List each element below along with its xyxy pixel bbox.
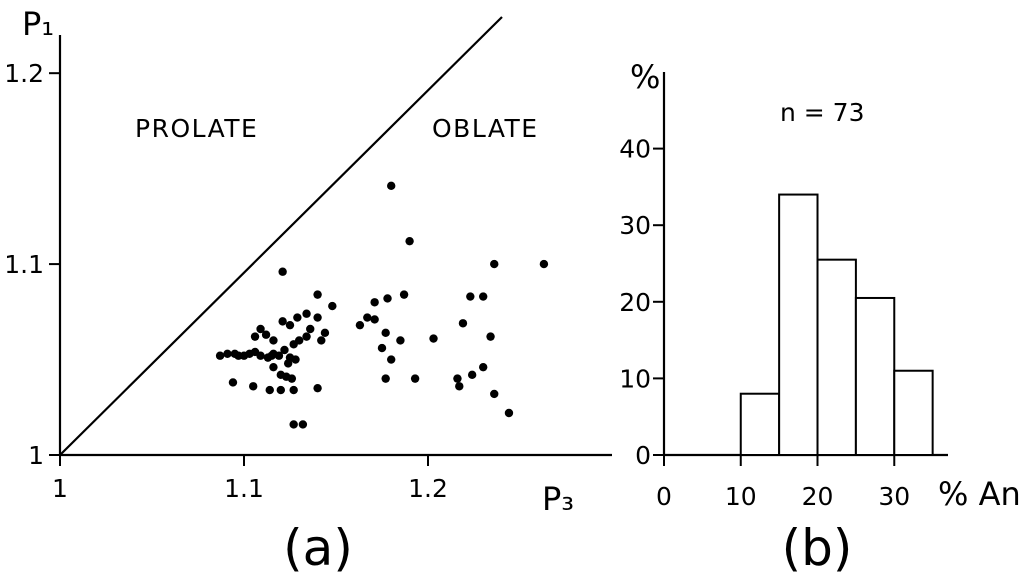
region-label-oblate: OBLATE — [432, 114, 539, 143]
histogram-bar — [816, 258, 857, 457]
scatter-point — [285, 320, 295, 330]
scatter-point — [223, 349, 232, 359]
scatter-point — [370, 298, 379, 307]
panel-label-b: (b) — [782, 519, 853, 577]
scatter-point — [387, 355, 396, 364]
scatter-point — [458, 319, 468, 328]
histogram-x-tick-label: 0 — [656, 482, 672, 511]
scatter-point — [467, 370, 477, 380]
scatter-point — [453, 374, 462, 383]
scatter-y-axis-label: P₁ — [22, 5, 54, 43]
scatter-panel-a: 1 1.1 1.2 1 1.1 1.2 P₁ P₃ PROLATE OBLATE (a) — [4, 5, 612, 577]
scatter-point — [381, 374, 390, 383]
scatter-x-tick-label: 1.2 — [408, 474, 448, 503]
histogram-x-tick-label: 10 — [725, 482, 757, 511]
scatter-x-tick-label: 1 — [52, 474, 68, 503]
scatter-points — [215, 181, 549, 429]
scatter-point — [490, 389, 499, 399]
scatter-point — [539, 259, 549, 269]
scatter-point — [317, 336, 326, 345]
scatter-x-axis-label: P₃ — [542, 480, 574, 518]
scatter-point — [377, 343, 387, 353]
scatter-point — [283, 359, 293, 368]
scatter-point — [429, 334, 438, 343]
scatter-point — [302, 332, 311, 341]
scatter-point — [479, 292, 488, 301]
scatter-point — [274, 351, 284, 360]
scatter-point — [328, 301, 337, 311]
scatter-point — [387, 181, 396, 191]
scatter-point — [295, 336, 304, 345]
histogram-y-tick-label: 20 — [619, 288, 651, 317]
scatter-point — [267, 351, 276, 360]
histogram-y-tick-label: 30 — [619, 211, 651, 240]
histogram-x-tick-label: 20 — [802, 482, 834, 511]
scatter-point — [383, 294, 392, 303]
scatter-point — [396, 336, 405, 345]
scatter-point — [486, 332, 495, 341]
histogram-y-tick-label: 10 — [619, 364, 651, 393]
scatter-point — [289, 420, 298, 429]
scatter-point — [381, 328, 390, 338]
scatter-x-tick-label: 1.1 — [224, 474, 264, 503]
histogram-x-tick-label: 30 — [878, 482, 910, 511]
histogram-y-tick-label: 0 — [635, 441, 651, 470]
scatter-point — [313, 313, 322, 322]
scatter-y-tick-label: 1.1 — [4, 250, 44, 279]
scatter-point — [265, 385, 274, 395]
scatter-point — [289, 385, 298, 395]
scatter-point — [302, 309, 311, 318]
scatter-point — [405, 236, 414, 246]
scatter-point — [455, 382, 464, 391]
scatter-point — [306, 324, 315, 334]
scatter-point — [261, 330, 271, 339]
scatter-point — [410, 374, 420, 383]
scatter-point — [256, 351, 265, 360]
scatter-point — [293, 313, 302, 322]
scatter-point — [287, 374, 297, 383]
scatter-ticks: 1 1.1 1.2 1 1.1 1.2 — [4, 59, 448, 503]
scatter-point — [256, 324, 265, 334]
scatter-reference-line — [59, 16, 503, 456]
scatter-point — [370, 315, 379, 324]
histogram-bar — [739, 392, 781, 456]
histogram-panel-b: 0 10 20 30 0 10 20 30 40 % % An n = 73 (b) — [619, 58, 1019, 577]
scatter-point — [228, 378, 238, 387]
scatter-y-tick-label: 1.2 — [4, 59, 44, 88]
scatter-point — [269, 362, 278, 372]
histogram-sample-size: n = 73 — [780, 98, 865, 127]
scatter-point — [313, 383, 322, 393]
scatter-point — [466, 292, 475, 301]
scatter-point — [280, 345, 289, 355]
scatter-point — [215, 351, 225, 360]
histogram-y-axis-label: % — [630, 58, 660, 96]
histogram-ticks: 0 10 20 30 0 10 20 30 40 — [619, 135, 910, 511]
histogram-bars — [739, 193, 934, 457]
scatter-point — [250, 332, 260, 341]
scatter-point — [355, 320, 365, 330]
scatter-point — [399, 290, 409, 299]
scatter-point — [298, 420, 308, 429]
scatter-point — [490, 259, 499, 269]
histogram-bar — [893, 369, 934, 456]
scatter-y-tick-label: 1 — [28, 441, 44, 470]
scatter-point — [278, 267, 287, 276]
histogram-x-axis-label: % An — [938, 475, 1019, 513]
region-label-prolate: PROLATE — [135, 114, 258, 143]
scatter-point — [313, 290, 322, 299]
scatter-point — [249, 382, 258, 391]
scatter-point — [269, 336, 278, 345]
scatter-point — [320, 328, 330, 338]
histogram-bar — [854, 296, 896, 456]
histogram-y-tick-label: 40 — [619, 135, 651, 164]
scatter-point — [479, 362, 488, 372]
scatter-point — [504, 408, 514, 418]
scatter-point — [363, 313, 372, 322]
histogram-bar — [778, 193, 819, 456]
scatter-point — [291, 355, 300, 364]
scatter-point — [276, 385, 285, 395]
scatter-point — [278, 317, 287, 326]
panel-label-a: (a) — [283, 519, 353, 577]
